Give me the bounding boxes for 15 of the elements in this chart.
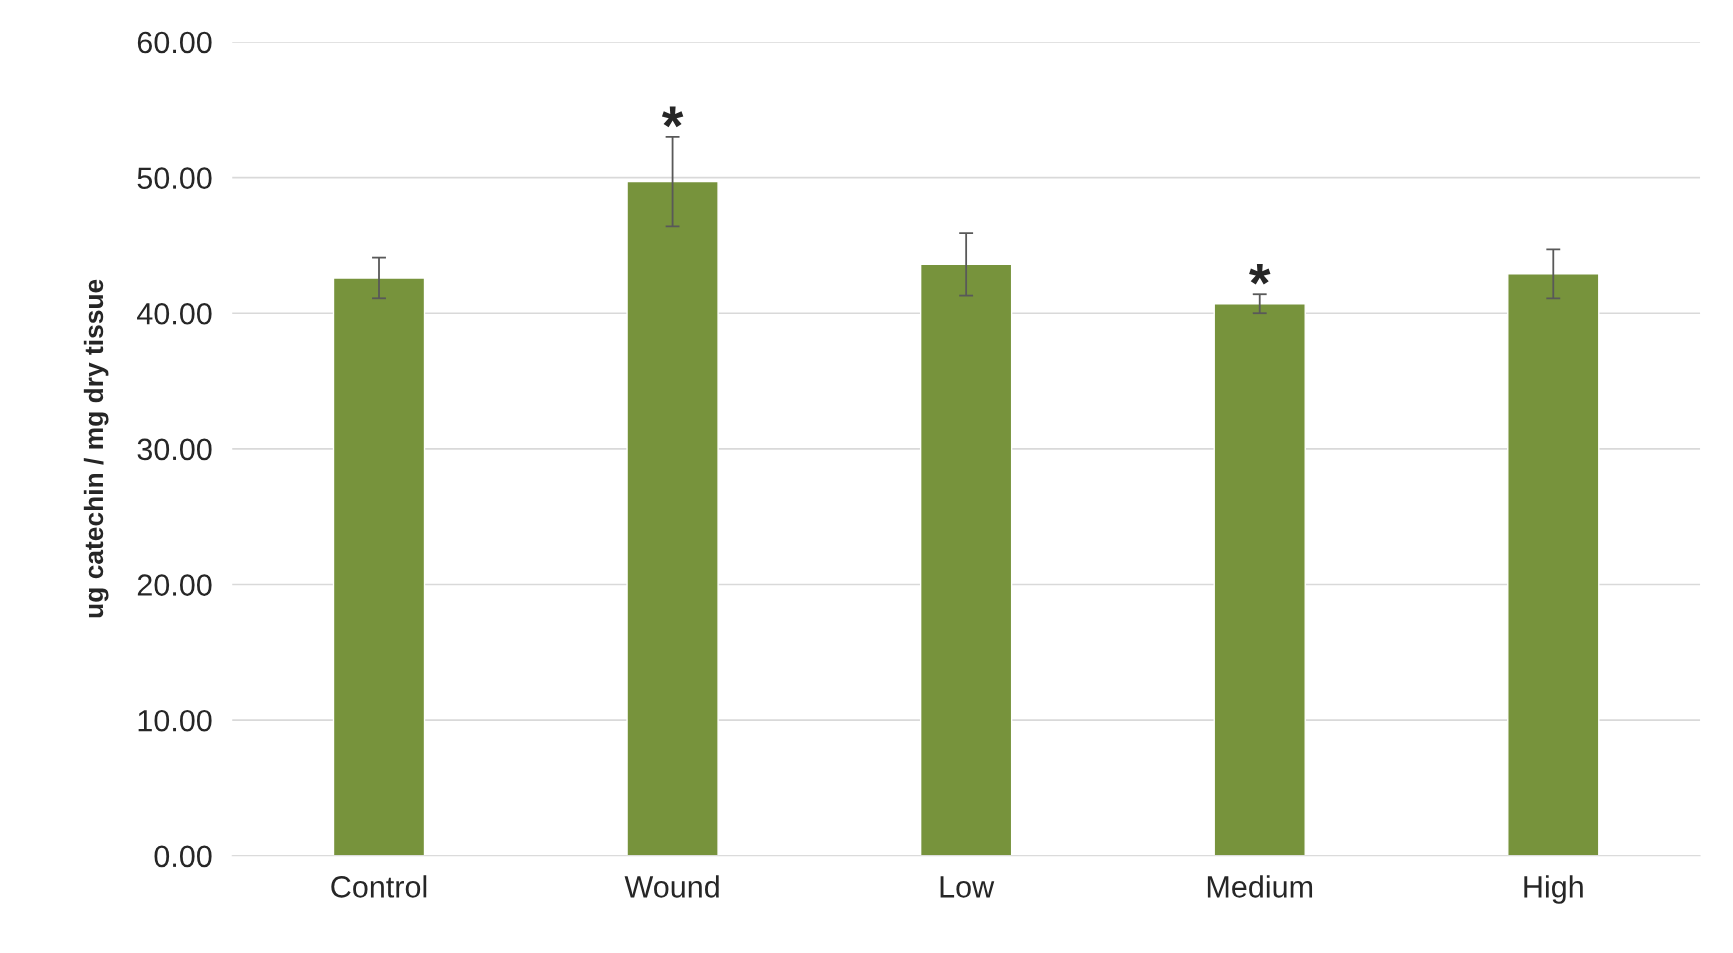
x-tick-label: Medium [1207, 875, 1313, 898]
x-tick-label: High [1524, 875, 1583, 904]
y-tick-label: 60.00 [137, 31, 212, 54]
annotation: * [1249, 263, 1271, 285]
y-tick-label: 30.00 [137, 438, 212, 461]
y-tick-label: 40.00 [137, 302, 212, 325]
y-tick-label: 10.00 [138, 709, 212, 732]
x-tick-label: Control [331, 875, 427, 898]
y-axis-title: ug catechin / mg dry tissue [83, 279, 109, 618]
y-tick-label: 50.00 [137, 167, 212, 189]
y-tick-label: 20.00 [137, 574, 212, 596]
y-tick-label: 0.00 [154, 845, 212, 868]
annotation: * [661, 106, 684, 128]
x-tick-label: Low [940, 876, 995, 898]
x-tick-label: Wound [624, 875, 719, 898]
